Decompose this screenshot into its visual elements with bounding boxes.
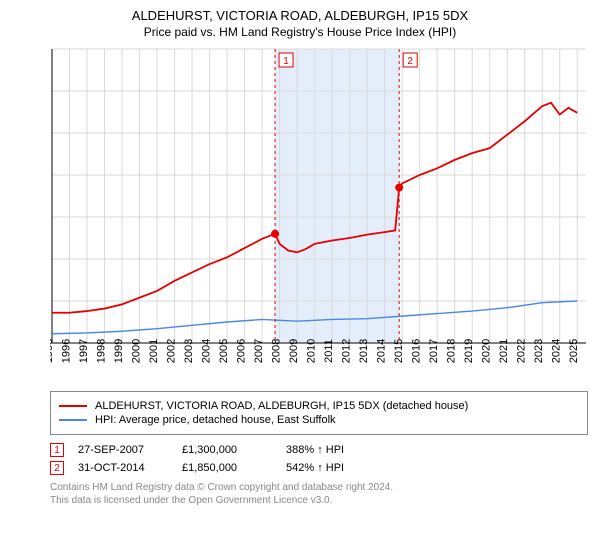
legend-swatch (59, 419, 87, 421)
svg-text:2000: 2000 (131, 339, 143, 363)
svg-text:2002: 2002 (166, 339, 178, 363)
legend-swatch (59, 405, 87, 407)
svg-text:2023: 2023 (533, 339, 545, 363)
sale-row: 2 31-OCT-2014 £1,850,000 542% ↑ HPI (50, 461, 588, 475)
legend-item: ALDEHURST, VICTORIA ROAD, ALDEBURGH, IP1… (59, 400, 579, 412)
svg-text:1996: 1996 (61, 339, 73, 363)
sale-pct: 542% ↑ HPI (286, 462, 396, 474)
sale-date: 31-OCT-2014 (78, 462, 168, 474)
svg-text:2017: 2017 (428, 339, 440, 363)
svg-text:2009: 2009 (288, 339, 300, 363)
svg-text:1: 1 (283, 56, 289, 67)
svg-text:2019: 2019 (463, 339, 475, 363)
svg-text:2003: 2003 (183, 339, 195, 363)
svg-text:2001: 2001 (148, 339, 160, 363)
svg-text:2021: 2021 (498, 339, 510, 363)
sale-price: £1,850,000 (182, 462, 272, 474)
svg-text:2015: 2015 (393, 339, 405, 363)
svg-text:2024: 2024 (551, 339, 563, 363)
sale-pct: 388% ↑ HPI (286, 444, 396, 456)
svg-text:2005: 2005 (218, 339, 230, 363)
chart-area: £0£500K£1M£1.5M£2M£2.5M£3M£3.5M199519961… (50, 43, 588, 383)
svg-text:2012: 2012 (341, 339, 353, 363)
legend-label: HPI: Average price, detached house, East… (95, 414, 336, 426)
svg-text:2007: 2007 (253, 339, 265, 363)
footnote-line: This data is licensed under the Open Gov… (50, 494, 588, 507)
svg-text:2: 2 (407, 56, 413, 67)
legend-label: ALDEHURST, VICTORIA ROAD, ALDEBURGH, IP1… (95, 400, 468, 412)
svg-text:1998: 1998 (96, 339, 108, 363)
chart-title: ALDEHURST, VICTORIA ROAD, ALDEBURGH, IP1… (0, 8, 600, 23)
svg-text:2004: 2004 (201, 339, 213, 363)
legend: ALDEHURST, VICTORIA ROAD, ALDEBURGH, IP1… (50, 391, 588, 435)
sale-date: 27-SEP-2007 (78, 444, 168, 456)
footnote: Contains HM Land Registry data © Crown c… (50, 481, 588, 507)
svg-text:2020: 2020 (481, 339, 493, 363)
footnote-line: Contains HM Land Registry data © Crown c… (50, 481, 588, 494)
sale-marker-icon: 1 (50, 443, 64, 457)
sale-row: 1 27-SEP-2007 £1,300,000 388% ↑ HPI (50, 443, 588, 457)
svg-text:2010: 2010 (306, 339, 318, 363)
svg-text:2014: 2014 (376, 339, 388, 363)
sale-marker-icon: 2 (50, 461, 64, 475)
svg-text:2013: 2013 (358, 339, 370, 363)
svg-text:1999: 1999 (113, 339, 125, 363)
chart-subtitle: Price paid vs. HM Land Registry's House … (0, 25, 600, 39)
svg-text:2016: 2016 (411, 339, 423, 363)
legend-item: HPI: Average price, detached house, East… (59, 414, 579, 426)
svg-text:2018: 2018 (446, 339, 458, 363)
svg-text:2022: 2022 (516, 339, 528, 363)
line-chart: £0£500K£1M£1.5M£2M£2.5M£3M£3.5M199519961… (50, 43, 588, 383)
sale-price: £1,300,000 (182, 444, 272, 456)
sales-table: 1 27-SEP-2007 £1,300,000 388% ↑ HPI 2 31-OCT-… (50, 443, 588, 475)
svg-text:1997: 1997 (78, 339, 90, 363)
title-block: ALDEHURST, VICTORIA ROAD, ALDEBURGH, IP1… (0, 0, 600, 43)
svg-text:2025: 2025 (568, 339, 580, 363)
svg-text:2006: 2006 (236, 339, 248, 363)
svg-text:2008: 2008 (271, 339, 283, 363)
